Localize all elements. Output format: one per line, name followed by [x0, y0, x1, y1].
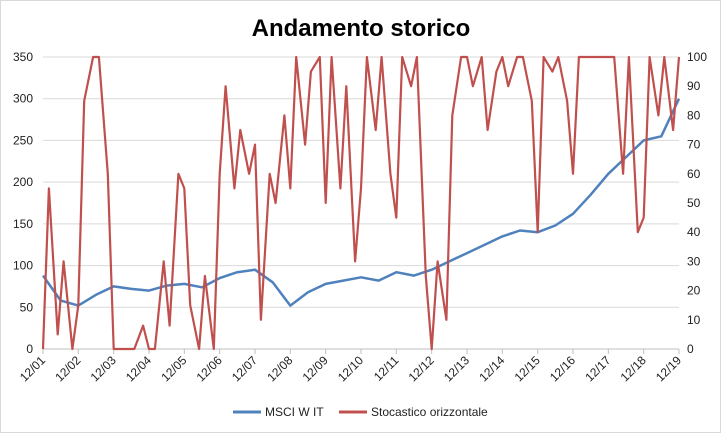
- series-line-msci: [41, 98, 681, 307]
- legend: MSCI W IT Stocastico orizzontale: [233, 405, 488, 419]
- y-right-tick-label: 90: [687, 79, 701, 93]
- y-right-tick-label: 70: [687, 138, 701, 152]
- x-tick-label: 12/17: [582, 353, 613, 384]
- series-lines: [41, 55, 681, 351]
- axes: 0 50 100 150 200 250 300 350 0 10 20 30 40 50 60 70 80 90…: [13, 50, 707, 384]
- y-right-tick-label: 80: [687, 108, 701, 122]
- y-left-tick-label: 200: [13, 175, 33, 189]
- y-left-tick-label: 50: [20, 300, 34, 314]
- x-tick-label: 12/13: [441, 353, 472, 384]
- y-left-tick-label: 250: [13, 133, 33, 147]
- y-left-tick-label: 300: [13, 92, 33, 106]
- x-tick-label: 12/08: [264, 353, 295, 384]
- chart-title: Andamento storico: [252, 15, 471, 42]
- y-left-tick-label: 350: [13, 50, 33, 64]
- x-tick-label: 12/14: [476, 353, 507, 384]
- legend-label: Stocastico orizzontale: [371, 405, 488, 419]
- y-right-tick-label: 60: [687, 167, 701, 181]
- x-tick-label: 12/15: [512, 353, 543, 384]
- y-left-tick-label: 0: [26, 342, 33, 356]
- x-tick-label: 12/11: [371, 353, 402, 384]
- x-tick-label: 12/07: [229, 353, 260, 384]
- x-tick-label: 12/10: [335, 353, 366, 384]
- y-right-tick-label: 100: [687, 50, 707, 64]
- x-tick-label: 12/01: [17, 353, 48, 384]
- x-tick-label: 12/09: [300, 353, 331, 384]
- series-line-stocastico: [41, 55, 681, 351]
- x-tick-label: 12/06: [194, 353, 225, 384]
- x-tick-label: 12/19: [653, 353, 684, 384]
- x-tick-label: 12/05: [158, 353, 189, 384]
- x-tick-label: 12/03: [88, 353, 119, 384]
- y-right-tick-label: 40: [687, 225, 701, 239]
- y-right-tick-label: 30: [687, 254, 701, 268]
- y-right-tick-label: 10: [687, 313, 701, 327]
- y-right-tick-label: 20: [687, 284, 701, 298]
- x-tick-label: 12/02: [52, 353, 83, 384]
- y-right-tick-label: 50: [687, 196, 701, 210]
- x-tick-label: 12/18: [618, 353, 649, 384]
- y-right-tick-label: 0: [687, 342, 694, 356]
- y-left-tick-label: 150: [13, 217, 33, 231]
- y-left-tick-label: 100: [13, 259, 33, 273]
- x-tick-label: 12/04: [123, 353, 154, 384]
- x-tick-label: 12/12: [406, 353, 437, 384]
- x-tick-label: 12/16: [547, 353, 578, 384]
- legend-label: MSCI W IT: [265, 405, 324, 419]
